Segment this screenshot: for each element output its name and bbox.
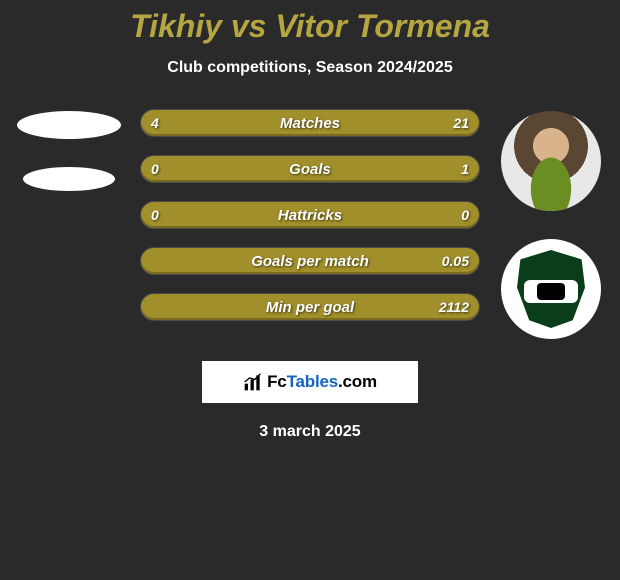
stat-right-value: 21 — [443, 110, 479, 136]
comparison-row: 4 Matches 21 0 Goals 1 0 Hattricks 0 Goa… — [0, 105, 620, 339]
stats-bars: 4 Matches 21 0 Goals 1 0 Hattricks 0 Goa… — [140, 105, 480, 321]
date-label: 3 march 2025 — [0, 423, 620, 441]
comparison-card: Tikhiy vs Vitor Tormena Club competition… — [0, 0, 620, 441]
stat-right-value: 1 — [451, 156, 479, 182]
player-right-club-logo — [501, 239, 601, 339]
stat-bar-hattricks: 0 Hattricks 0 — [140, 201, 480, 229]
stat-bar-matches: 4 Matches 21 — [140, 109, 480, 137]
stat-right-value: 2112 — [429, 294, 479, 320]
stat-bar-goals-per-match: Goals per match 0.05 — [140, 247, 480, 275]
stat-right-value: 0.05 — [432, 248, 479, 274]
stat-bar-min-per-goal: Min per goal 2112 — [140, 293, 480, 321]
player-right-column — [496, 105, 606, 339]
bar-chart-icon — [243, 372, 263, 392]
brand-badge: FcTables.com — [202, 361, 418, 403]
stat-label: Goals — [141, 156, 479, 182]
page-title: Tikhiy vs Vitor Tormena — [0, 8, 620, 45]
stat-label: Goals per match — [141, 248, 479, 274]
stat-right-value: 0 — [451, 202, 479, 228]
brand-text-com: .com — [338, 372, 377, 391]
player-left-column — [14, 105, 124, 191]
stat-label: Hattricks — [141, 202, 479, 228]
brand-text-tables: Tables — [287, 372, 338, 391]
stat-label: Matches — [141, 110, 479, 136]
player-left-club-placeholder — [23, 167, 115, 191]
player-left-avatar-placeholder — [17, 111, 121, 139]
brand-text-fc: Fc — [267, 372, 286, 391]
player-right-avatar — [501, 111, 601, 211]
club-shield-icon — [517, 250, 585, 328]
page-subtitle: Club competitions, Season 2024/2025 — [0, 59, 620, 77]
stat-bar-goals: 0 Goals 1 — [140, 155, 480, 183]
